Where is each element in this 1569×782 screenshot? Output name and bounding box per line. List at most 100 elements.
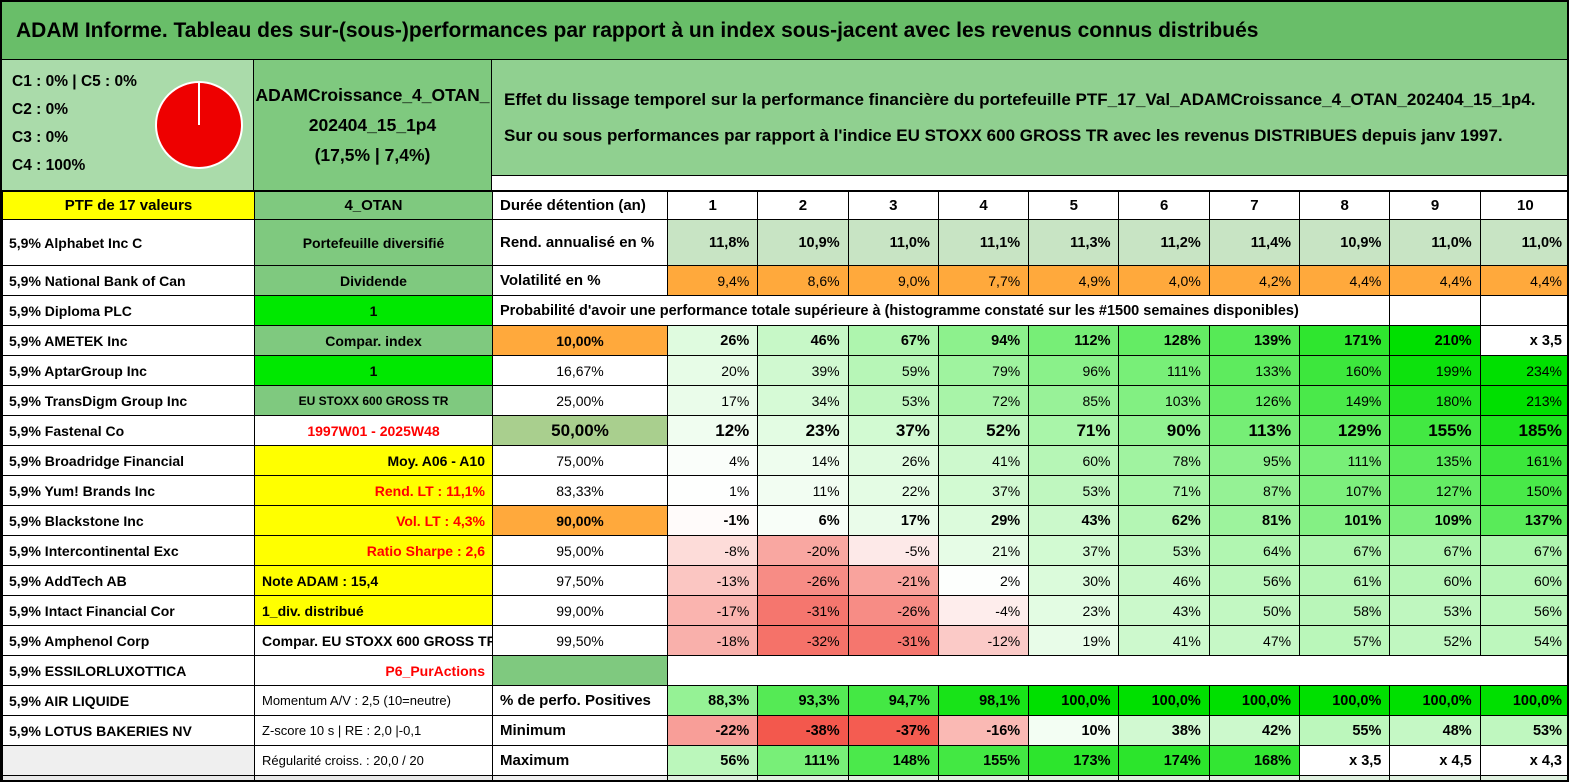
value-cell[interactable]: 41% [937,445,1030,476]
stock-name-cell[interactable]: 5,9% ESSILORLUXOTTICA [2,655,255,686]
value-cell[interactable]: 88,3% [666,685,759,716]
stock-name-cell[interactable]: 5,9% AIR LIQUIDE [2,685,255,716]
group-header-cell[interactable]: 4_OTAN [254,191,493,220]
threshold-label-cell[interactable] [492,775,668,780]
value-cell[interactable]: 111% [1299,445,1391,476]
value-cell[interactable] [1028,775,1120,780]
value-cell[interactable]: 62% [1118,505,1210,536]
value-cell[interactable]: -17% [666,595,759,626]
stock-name-cell[interactable]: 5,9% AMETEK Inc [2,325,255,356]
stock-name-cell[interactable]: 5,9% Intercontinental Exc [2,535,255,566]
value-cell[interactable]: 41% [1118,625,1210,656]
value-cell[interactable]: 67% [1299,535,1391,566]
meta-cell[interactable]: Moy. A06 - A10 [254,445,493,476]
value-cell[interactable]: 60% [1479,565,1567,596]
meta-cell[interactable] [254,775,493,780]
value-cell[interactable]: 4,9% [1028,265,1120,296]
value-cell[interactable]: 11,0% [1479,219,1567,266]
value-cell[interactable]: 4% [666,445,759,476]
value-cell[interactable]: 20% [666,355,759,386]
value-cell[interactable]: 57% [1299,625,1391,656]
value-cell[interactable]: 148% [847,745,939,776]
value-cell[interactable]: 100,0% [1299,685,1391,716]
threshold-label-cell[interactable]: Maximum [492,745,668,776]
value-cell[interactable]: -32% [757,625,849,656]
value-cell[interactable] [1208,775,1301,780]
threshold-label-cell[interactable]: 90,00% [492,505,668,536]
value-cell[interactable]: 199% [1389,355,1481,386]
value-cell[interactable]: 10% [1028,715,1120,746]
value-cell[interactable]: 2% [937,565,1030,596]
value-cell[interactable]: 12% [666,415,759,446]
value-cell[interactable]: 43% [1028,505,1120,536]
value-cell[interactable]: 127% [1389,475,1481,506]
stock-name-cell[interactable]: 5,9% Broadridge Financial [2,445,255,476]
value-cell[interactable]: 173% [1028,745,1120,776]
value-cell[interactable]: x 3,5 [1299,745,1391,776]
value-cell[interactable]: 67% [1479,535,1567,566]
value-cell[interactable]: x 4,3 [1479,745,1567,776]
meta-cell[interactable]: Rend. LT : 11,1% [254,475,493,506]
meta-cell[interactable]: Vol. LT : 4,3% [254,505,493,536]
value-cell[interactable]: 19% [1028,625,1120,656]
value-cell[interactable]: -20% [757,535,849,566]
threshold-label-cell[interactable] [492,655,668,686]
value-cell[interactable]: 8,6% [757,265,849,296]
value-cell[interactable]: 95% [1208,445,1301,476]
value-cell[interactable]: 60% [1028,445,1120,476]
threshold-label-cell[interactable]: Volatilité en % [492,265,668,296]
value-cell[interactable]: -5% [847,535,939,566]
value-cell[interactable]: 52% [937,415,1030,446]
value-cell[interactable]: 22% [847,475,939,506]
value-cell[interactable]: 137% [1479,505,1567,536]
threshold-label-cell[interactable]: 97,50% [492,565,668,596]
value-cell[interactable] [1389,775,1481,780]
value-cell[interactable]: 10,9% [1299,219,1391,266]
stock-name-cell[interactable]: 5,9% Yum! Brands Inc [2,475,255,506]
meta-cell[interactable]: Portefeuille diversifié [254,219,493,266]
value-cell[interactable]: 4,4% [1479,265,1567,296]
value-cell[interactable]: 87% [1208,475,1301,506]
threshold-label-cell[interactable]: Minimum [492,715,668,746]
value-cell[interactable]: 17% [847,505,939,536]
value-cell[interactable]: 54% [1479,625,1567,656]
value-cell[interactable]: 113% [1208,415,1301,446]
value-cell[interactable]: 150% [1479,475,1567,506]
year-header-cell[interactable]: 8 [1299,191,1391,220]
stock-name-cell[interactable]: 5,9% Intact Financial Cor [2,595,255,626]
value-cell[interactable]: 71% [1118,475,1210,506]
value-cell[interactable]: 23% [757,415,849,446]
value-cell[interactable]: 4,4% [1299,265,1391,296]
value-cell[interactable]: 4,2% [1208,265,1301,296]
value-cell[interactable]: 21% [937,535,1030,566]
value-cell[interactable]: 37% [937,475,1030,506]
value-cell[interactable]: 78% [1118,445,1210,476]
threshold-label-cell[interactable]: 99,00% [492,595,668,626]
value-cell[interactable]: -18% [666,625,759,656]
value-cell[interactable]: 174% [1118,745,1210,776]
value-cell[interactable]: -13% [666,565,759,596]
value-cell[interactable]: 11% [757,475,849,506]
value-cell[interactable]: 79% [937,355,1030,386]
year-header-cell[interactable]: 1 [666,191,759,220]
value-cell[interactable] [847,775,939,780]
value-cell[interactable]: 53% [1479,715,1567,746]
stock-name-cell[interactable]: 5,9% Alphabet Inc C [2,219,255,266]
value-cell[interactable]: 112% [1028,325,1120,356]
value-cell[interactable]: -4% [937,595,1030,626]
year-header-cell[interactable]: 5 [1028,191,1120,220]
value-cell[interactable]: -38% [757,715,849,746]
value-cell[interactable]: 67% [1389,535,1481,566]
value-cell[interactable]: 64% [1208,535,1301,566]
value-cell[interactable]: 71% [1028,415,1120,446]
value-cell[interactable]: 39% [757,355,849,386]
meta-cell[interactable]: 1 [254,355,493,386]
value-cell[interactable]: 60% [1389,565,1481,596]
meta-cell[interactable]: Z-score 10 s | RE : 2,0 |-0,1 [254,715,493,746]
value-cell[interactable] [1118,775,1210,780]
value-cell[interactable]: 100,0% [1389,685,1481,716]
value-cell[interactable]: 34% [757,385,849,416]
value-cell[interactable]: -26% [757,565,849,596]
meta-cell[interactable]: 1 [254,295,493,326]
year-header-cell[interactable]: 9 [1389,191,1481,220]
